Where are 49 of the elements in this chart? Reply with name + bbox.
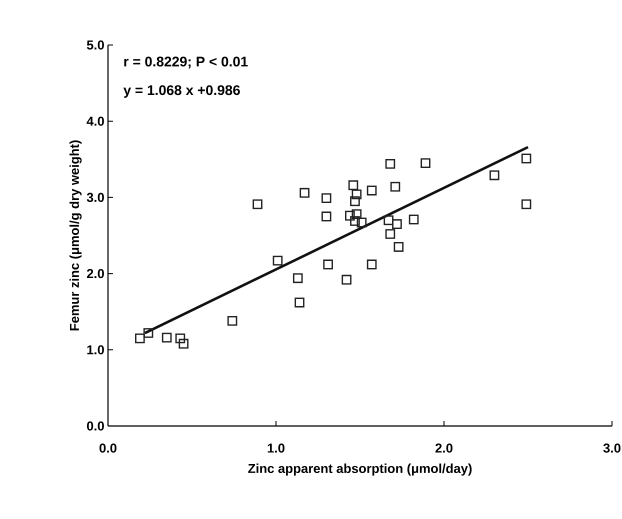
point [385, 229, 396, 239]
point [322, 212, 332, 222]
point [420, 158, 430, 168]
y-tick-label: 4.0 [86, 116, 104, 126]
point [384, 215, 394, 226]
point [352, 209, 362, 220]
point [408, 214, 419, 224]
point [366, 186, 377, 196]
point [490, 170, 500, 180]
x-axis-title: Zinc apparent absorption (μmol/day) [248, 464, 472, 476]
point [392, 219, 402, 229]
point [356, 218, 367, 228]
point [345, 210, 355, 221]
point [348, 180, 358, 190]
point [521, 199, 532, 210]
point [143, 328, 154, 338]
y-tick-label: 1.0 [87, 345, 104, 354]
point [350, 196, 360, 206]
y-axis-title: Femur zinc (μmol/g dry weight) [70, 140, 82, 330]
point [227, 316, 238, 326]
y-tick-label: 3.0 [86, 192, 104, 202]
x-tick-label: 0.0 [100, 444, 116, 453]
point [294, 298, 304, 308]
point [178, 338, 188, 349]
point [135, 333, 145, 344]
y-tick-label: 5.0 [86, 40, 104, 50]
annotation: r = 0.8229; P < 0.01 [124, 56, 248, 69]
y-tick-label: 2.0 [86, 269, 104, 278]
point [385, 158, 396, 169]
point [272, 256, 283, 266]
point [521, 154, 532, 164]
point [366, 260, 377, 270]
point [352, 189, 362, 200]
point [390, 182, 400, 192]
point [322, 193, 332, 204]
point [342, 274, 352, 285]
y-tick-label: 0.0 [86, 421, 104, 431]
x-tick-label: 1.0 [268, 444, 284, 453]
x-tick-label: 2.0 [435, 444, 452, 453]
point [292, 273, 303, 284]
point [350, 216, 360, 226]
point [394, 242, 404, 252]
x-tick-label: 3.0 [603, 444, 620, 453]
annotation: y = 1.068 x +0.986 [123, 85, 240, 98]
point [252, 199, 262, 210]
point [300, 188, 310, 198]
point [162, 332, 172, 343]
point [323, 260, 333, 270]
point [175, 333, 186, 344]
